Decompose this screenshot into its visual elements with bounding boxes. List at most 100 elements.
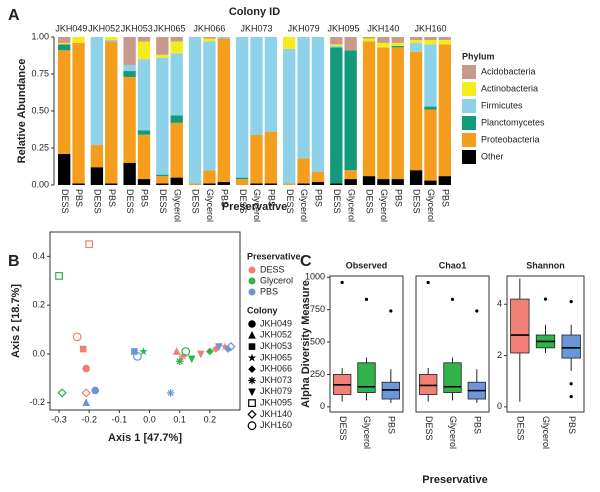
legend-symbol [248,365,256,373]
point [181,347,191,356]
bar-segment [344,170,357,180]
point [72,332,82,342]
legend-swatch [462,82,476,96]
bar-segment [330,44,343,46]
bar-segment [170,177,183,185]
point [175,357,184,366]
group-label: JKH140 [367,23,399,33]
legend-title: Phylum [462,51,495,61]
bar-segment [217,37,230,39]
x-tick-label: 0.2 [204,414,217,424]
legend-symbol [248,343,256,350]
x-tick-label: 0.0 [143,414,156,424]
y-tick-label: -0.2 [29,397,45,407]
group-label: JKH160 [414,23,446,33]
bar-segment [137,130,151,135]
legend-label: JKH079 [260,386,292,396]
bar-segment [264,37,278,132]
y-tick-label: 0.4 [32,251,45,261]
bar-segment [438,176,451,185]
y-tick-label: 0.25 [31,142,49,152]
x-tick-label: PBS [440,189,450,207]
bar-segment [90,145,104,168]
facet-title: Chao1 [439,260,467,270]
group-label: JKH066 [193,23,225,33]
bar-segment [283,37,296,49]
y-tick-label: 1.00 [31,31,49,41]
bar-segment [90,167,104,185]
bar-segment [438,37,451,40]
legend-title: Preservative [247,251,301,261]
x-tick-label: PBS [386,416,396,434]
bar-segment [438,44,451,177]
x-tick-label: DESS [125,189,135,214]
legend-symbol [248,388,256,397]
legend-label: JKH066 [260,364,292,374]
y-axis-label: Alpha Diversity Measure [300,280,312,408]
bar-segment [311,182,325,185]
x-axis-label: Axis 1 [47.7%] [108,432,182,444]
y-axis-label: Axis 2 [18.7%] [10,284,22,358]
x-tick-label: -0.1 [112,414,128,424]
plot-frame [506,275,585,413]
x-tick-label: DESS [93,189,103,214]
bar-segment [217,182,230,185]
x-tick-label: PBS [266,189,276,207]
x-tick-label: -0.3 [51,414,67,424]
bar-segment [377,42,390,48]
legend-label: JKH160 [260,420,292,430]
bar-segment [297,37,310,159]
legend-label: Glycerol [260,275,293,285]
bar-segment [330,183,343,185]
bar-segment [58,37,71,43]
x-tick-label: PBS [472,416,482,434]
x-tick-label: Glycerol [426,189,436,222]
x-tick-label: Glycerol [379,189,389,222]
x-axis-label: Preservative [222,201,287,213]
plot-frame [415,275,490,413]
legend-label: Other [481,151,504,161]
bar-segment [123,37,136,66]
x-tick-label: Glycerol [252,189,262,222]
chart-title: Colony ID [229,6,280,18]
point [220,342,230,351]
outlier [543,297,548,301]
bar-segment [235,37,249,178]
bar-segment [156,54,169,58]
bar-segment [188,183,202,185]
x-tick-label: DESS [412,189,422,214]
bar-segment [203,38,216,42]
panel-letter: A [8,7,20,24]
bar-segment [409,170,423,185]
bar-segment [217,38,230,183]
box [443,362,462,393]
bar-segment [330,45,343,48]
point [215,343,223,351]
bar-segment [409,51,423,171]
legend-swatch [248,288,256,296]
x-tick-label: DESS [424,416,434,441]
facet-title: Shannon [526,260,565,270]
plot-frame [329,275,404,413]
x-tick-label: PBS [314,189,324,207]
x-tick-label: DESS [515,416,525,441]
x-tick-label: Glycerol [346,189,356,222]
x-tick-label: PBS [567,416,577,434]
bar-segment [156,57,169,175]
bar-segment [123,71,136,77]
bar-segment [311,37,325,172]
point [212,345,220,353]
bar-segment [105,37,118,40]
facet-title: Observed [346,260,388,270]
bar-segment [409,37,423,40]
bar-segment [90,37,104,146]
bar-segment [123,76,136,163]
point [133,351,142,361]
legend-symbol [247,353,257,362]
x-tick-label: PBS [74,189,84,207]
bar-segment [156,183,169,185]
outlier [475,309,479,313]
bar-segment [250,134,263,184]
plot-frame [49,231,241,411]
y-tick-label: 0.50 [31,105,49,115]
